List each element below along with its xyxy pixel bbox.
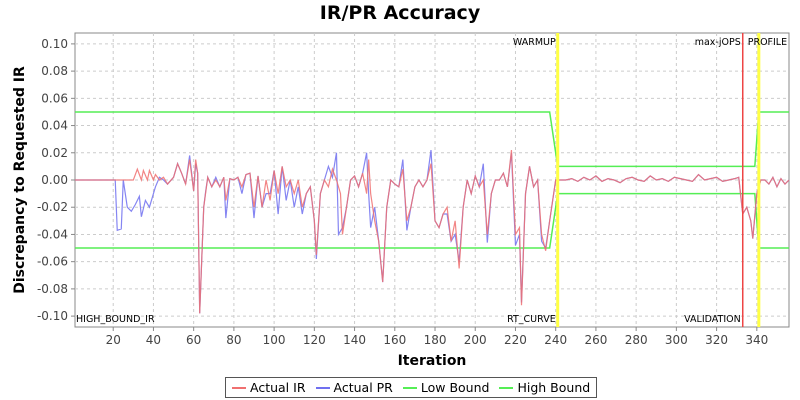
series-line-high-bound	[75, 111, 789, 168]
x-axis-label: Iteration	[398, 353, 467, 369]
legend-label: Actual PR	[333, 380, 393, 395]
y-tick-label: 0.02	[41, 146, 68, 160]
x-tick-label: 140	[343, 333, 366, 347]
x-tick-label: 100	[263, 333, 286, 347]
x-tick-label: 240	[544, 333, 567, 347]
legend-item: High Bound	[499, 380, 590, 395]
marker-top-label: WARMUP	[513, 37, 556, 48]
series-line-actual-ir	[75, 149, 790, 314]
x-tick-label: 220	[504, 333, 527, 347]
y-tick-label: -0.02	[37, 200, 68, 214]
x-tick-label: 300	[665, 333, 688, 347]
legend-label: High Bound	[517, 380, 591, 395]
marker-top-label: PROFILE	[748, 37, 787, 48]
x-tick-label: 160	[383, 333, 406, 347]
legend-item: Low Bound	[402, 380, 490, 395]
x-tick-label: 40	[146, 333, 161, 347]
legend-swatch	[232, 386, 246, 389]
legend-swatch	[402, 386, 417, 389]
marker-bottom-label: VALIDATION	[684, 314, 741, 325]
y-tick-label: -0.08	[37, 282, 68, 296]
x-tick-label: 260	[584, 333, 607, 347]
y-tick-label: 0.06	[41, 91, 68, 105]
y-tick-label: 0.04	[41, 119, 68, 133]
y-tick-label: 0.08	[41, 64, 68, 78]
legend-label: Actual IR	[250, 380, 306, 395]
chart-title: IR/PR Accuracy	[319, 2, 481, 24]
marker-top-label: max-jOPS	[695, 37, 741, 48]
x-tick-label: 340	[745, 333, 768, 347]
y-tick-label: 0.10	[41, 37, 68, 51]
x-tick-label: 80	[226, 333, 241, 347]
y-tick-label: -0.04	[37, 227, 68, 241]
x-tick-label: 320	[705, 333, 728, 347]
corner-label: HIGH_BOUND_IR	[76, 314, 155, 325]
legend-swatch	[499, 386, 514, 389]
legend-item: Actual PR	[315, 380, 393, 395]
legend-label: Low Bound	[420, 380, 490, 395]
y-axis-label: Discrepancy to Requested IR	[12, 66, 28, 294]
legend-item: Actual IR	[232, 380, 306, 395]
y-tick-label: -0.10	[37, 309, 68, 323]
x-tick-label: 20	[106, 333, 121, 347]
legend-swatch	[315, 386, 330, 389]
x-tick-label: 200	[464, 333, 487, 347]
marker-bottom-label: RT_CURVE	[507, 314, 556, 325]
x-tick-label: 120	[303, 333, 326, 347]
legend: Actual IR Actual PR Low Bound High Bound	[225, 377, 598, 398]
y-tick-label: -0.06	[37, 255, 68, 269]
x-tick-label: 280	[625, 333, 648, 347]
series-line-low-bound	[75, 192, 789, 249]
x-tick-label: 180	[424, 333, 447, 347]
y-tick-label: 0.00	[41, 173, 68, 187]
x-tick-label: 60	[186, 333, 201, 347]
